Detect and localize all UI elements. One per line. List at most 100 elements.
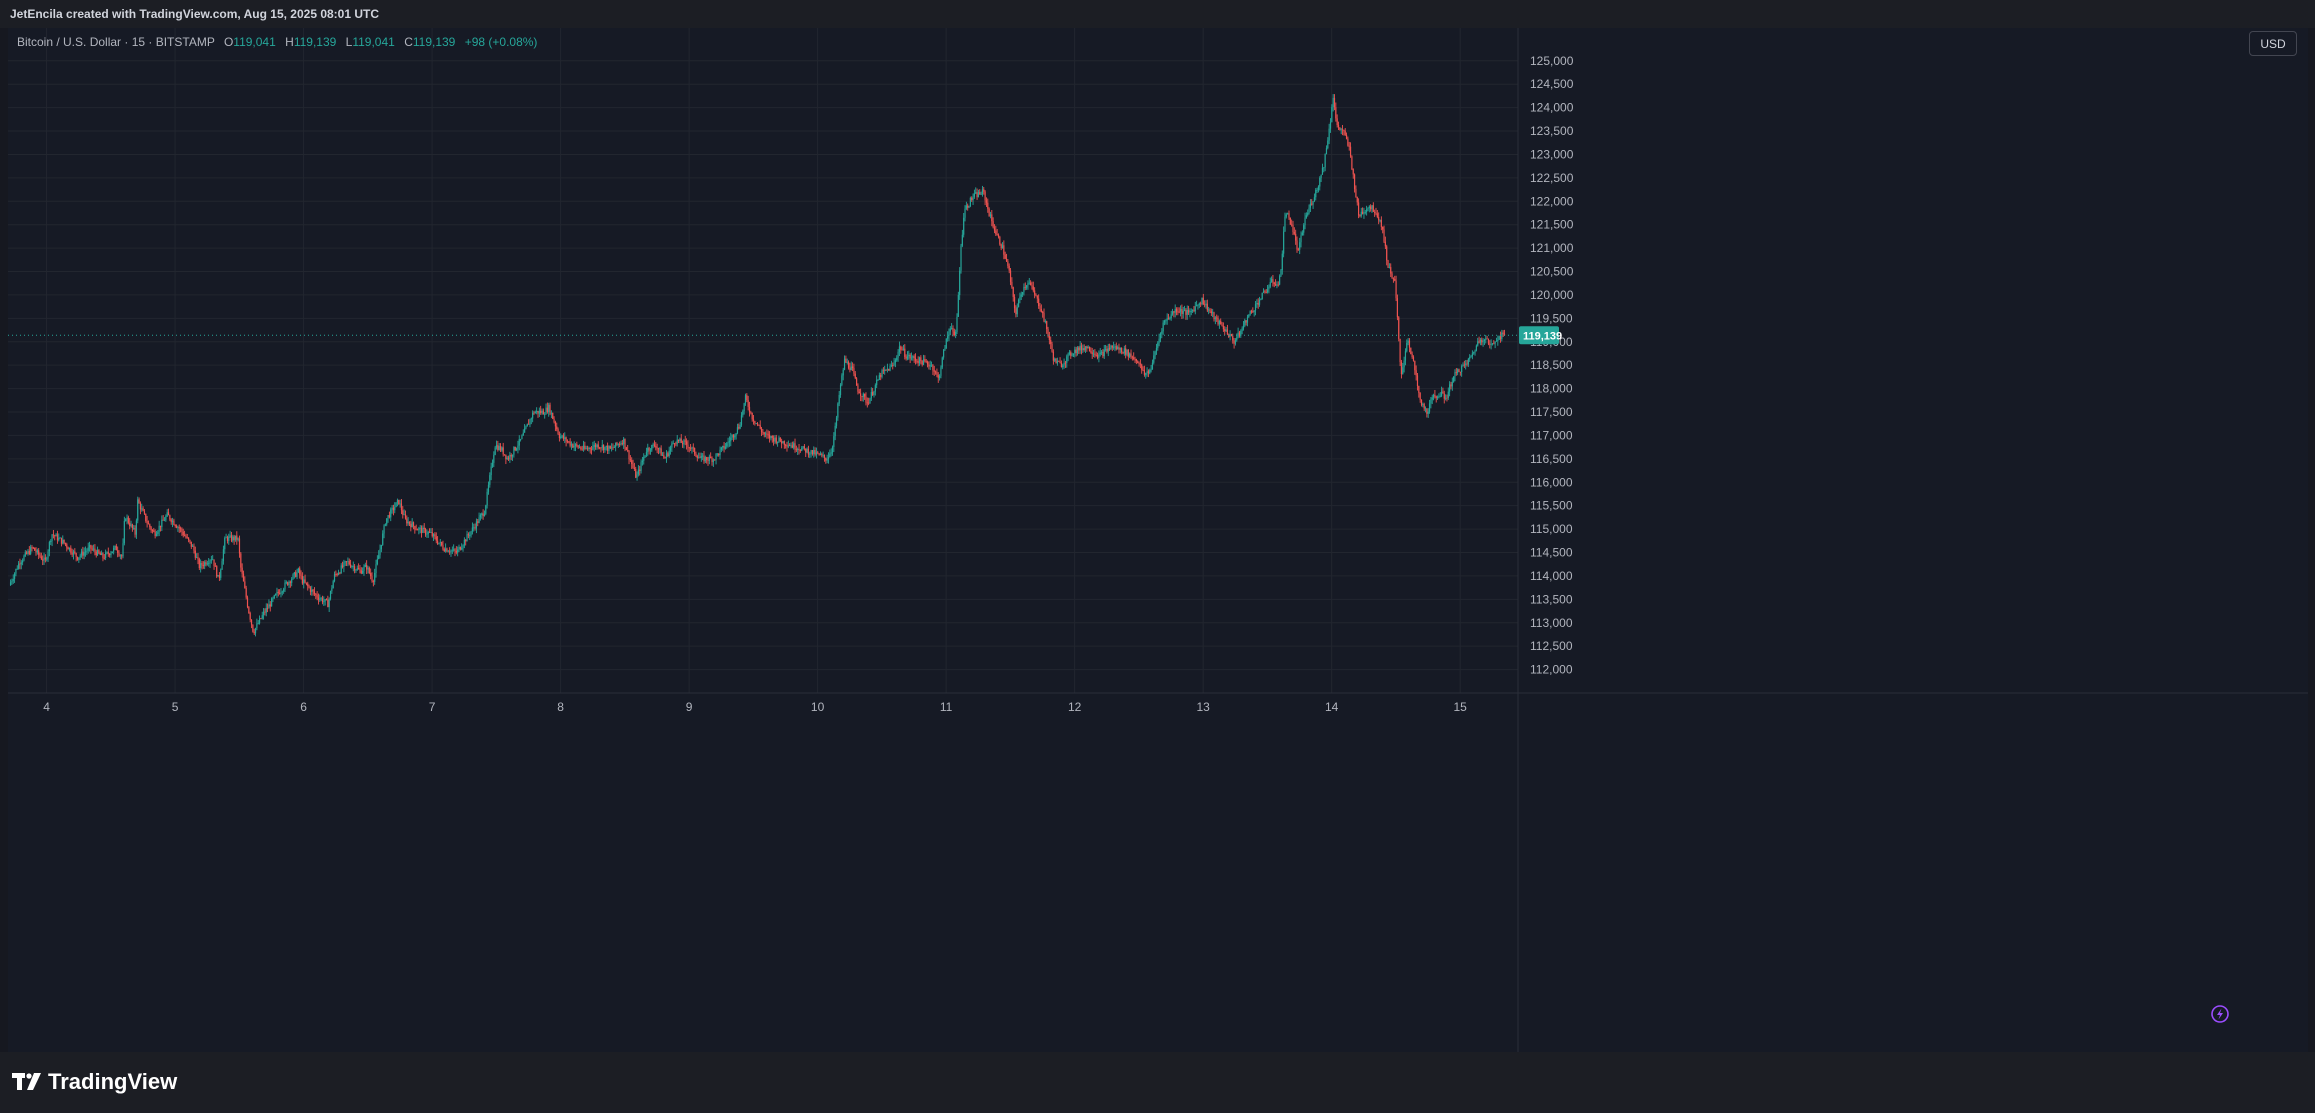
legend-close: 119,139 xyxy=(412,35,456,49)
candle-body xyxy=(182,531,184,536)
candle xyxy=(415,524,417,531)
candle-body xyxy=(814,450,816,455)
candle-body xyxy=(16,568,18,570)
candle-body xyxy=(667,453,669,457)
candle-body xyxy=(391,507,393,510)
candle xyxy=(1165,319,1167,325)
candle-body xyxy=(55,534,57,537)
candle xyxy=(1423,402,1425,411)
candle-body xyxy=(815,452,818,455)
candle-body xyxy=(1300,235,1302,243)
candle xyxy=(193,543,195,554)
candle xyxy=(344,560,346,566)
candle-body xyxy=(410,523,412,528)
candle-body xyxy=(1157,342,1159,349)
candle xyxy=(265,603,267,617)
time-tick-label: 6 xyxy=(300,700,307,714)
candle xyxy=(1430,397,1432,409)
candle xyxy=(368,566,370,575)
candle-body xyxy=(1206,303,1208,311)
candle xyxy=(1088,346,1091,352)
candle-body xyxy=(422,527,424,534)
candle xyxy=(663,451,665,459)
candle xyxy=(1062,363,1064,370)
candle-body xyxy=(1455,372,1457,374)
candle xyxy=(573,441,575,452)
candle-body xyxy=(671,443,673,448)
candle-body xyxy=(1240,330,1242,336)
candle xyxy=(972,193,974,205)
candle-body xyxy=(1418,386,1420,393)
candle-body xyxy=(570,444,573,446)
candle xyxy=(194,546,196,560)
candle xyxy=(331,585,333,594)
candle xyxy=(95,549,97,558)
candle-body xyxy=(1311,203,1313,205)
candle xyxy=(724,443,727,450)
candle xyxy=(220,568,222,581)
candle xyxy=(576,441,578,448)
candle xyxy=(1387,259,1389,268)
candle xyxy=(829,449,831,458)
candle xyxy=(750,410,752,415)
candle-body xyxy=(241,567,243,574)
chart-frame[interactable]: 112,000 112,500 113,000 113,500 114,000 114,5… xyxy=(8,28,2308,1052)
candle-body xyxy=(1297,249,1299,251)
candle xyxy=(1410,347,1412,355)
candle-body xyxy=(770,435,772,439)
candle-body xyxy=(847,362,850,368)
candle-body xyxy=(1113,346,1115,348)
candle-body xyxy=(1353,174,1356,190)
candle-body xyxy=(681,442,684,445)
candle-body xyxy=(1467,358,1469,365)
candle-body xyxy=(659,448,661,450)
candle xyxy=(1092,349,1095,358)
candle-body xyxy=(194,550,196,558)
candlestick-chart[interactable]: 112,000112,500113,000113,500114,000114,5… xyxy=(8,28,2308,1052)
legend-symbol[interactable]: Bitcoin / U.S. Dollar · 15 · BITSTAMP xyxy=(17,35,215,49)
candle xyxy=(835,415,838,429)
candle xyxy=(1494,341,1496,349)
candle xyxy=(1013,294,1016,313)
symbol-legend[interactable]: Bitcoin / U.S. Dollar · 15 · BITSTAMP O1… xyxy=(17,35,537,49)
candle-body xyxy=(443,549,445,552)
candle xyxy=(1285,212,1287,219)
candle-body xyxy=(390,509,392,518)
candle xyxy=(1396,294,1399,321)
candle-body xyxy=(1170,314,1172,319)
candle xyxy=(1072,353,1075,357)
candle xyxy=(297,567,299,574)
candle-body xyxy=(922,359,925,365)
candle xyxy=(146,515,148,528)
candle-body xyxy=(959,270,961,296)
candle-body xyxy=(336,573,338,575)
candle-body xyxy=(26,552,28,554)
candle xyxy=(710,452,712,459)
candle-body xyxy=(430,532,432,533)
candle-body xyxy=(96,549,99,556)
candle xyxy=(439,538,441,547)
candle xyxy=(1501,329,1503,342)
tradingview-logo[interactable]: TradingView xyxy=(12,1069,177,1095)
candle-body xyxy=(1415,370,1417,376)
candle xyxy=(139,501,142,515)
candle-body xyxy=(1020,294,1022,297)
currency-button[interactable]: USD xyxy=(2249,31,2297,56)
candle xyxy=(1111,345,1113,352)
candle xyxy=(533,410,535,415)
candle-body xyxy=(453,549,455,551)
candle-body xyxy=(1224,329,1226,332)
candle xyxy=(493,451,495,468)
candle-body xyxy=(691,447,693,449)
candle-body xyxy=(1362,211,1364,214)
flash-icon[interactable] xyxy=(2207,1001,2233,1027)
candle xyxy=(783,440,785,449)
candle xyxy=(708,454,710,465)
candle-body xyxy=(1110,345,1112,350)
candle xyxy=(295,570,297,578)
legend-change: +98 (+0.08%) xyxy=(464,35,538,49)
candle xyxy=(1272,274,1274,287)
candle xyxy=(1186,305,1188,320)
candle xyxy=(1313,193,1316,203)
candle xyxy=(179,526,182,533)
